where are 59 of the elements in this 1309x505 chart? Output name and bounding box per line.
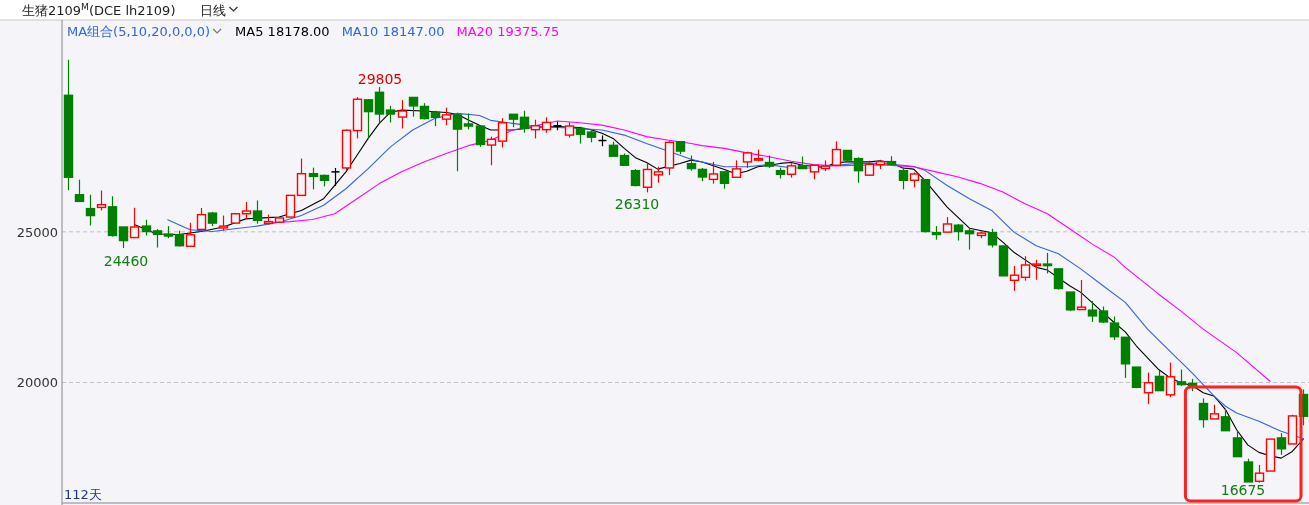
candlestick xyxy=(898,166,909,190)
candlestick xyxy=(475,124,486,148)
candlestick xyxy=(374,86,385,124)
candlestick xyxy=(1165,361,1176,398)
candlestick xyxy=(1154,370,1165,392)
candlestick xyxy=(853,156,864,184)
candlestick xyxy=(1031,259,1042,281)
candlestick xyxy=(708,161,719,185)
text: MA20 19375.75 xyxy=(456,24,560,39)
chart-title: 生猪2109$^{M}$(DCE lh2109) xyxy=(22,2,176,18)
candlestick xyxy=(452,112,463,172)
candlestick xyxy=(152,228,163,249)
candlestick xyxy=(252,199,263,225)
candlestick xyxy=(363,98,374,140)
y-tick-label: 25000 xyxy=(16,224,58,240)
candlestick xyxy=(1009,265,1020,292)
candlestick xyxy=(1243,458,1254,483)
candlestick xyxy=(1276,432,1287,456)
annotation: 16675 xyxy=(1220,482,1266,498)
candlestick xyxy=(1076,279,1087,311)
candlestick xyxy=(397,99,408,130)
candlestick xyxy=(185,222,196,247)
candlestick xyxy=(486,136,497,166)
candlestick xyxy=(519,110,530,134)
candlestick xyxy=(1053,268,1064,291)
candlestick xyxy=(408,96,419,118)
candlestick xyxy=(642,162,653,193)
y-tick-label: 20000 xyxy=(16,375,58,391)
annotation: 24460 xyxy=(103,253,149,269)
candlestick xyxy=(296,158,307,197)
candlestick xyxy=(196,207,207,232)
annotation: 26310 xyxy=(614,196,660,212)
candlestick xyxy=(831,140,842,166)
candlestick xyxy=(964,227,975,251)
annotation: 29805 xyxy=(357,71,403,87)
annotation: 112天 xyxy=(64,487,102,502)
candlestick xyxy=(74,179,85,203)
legend-title: MA组合(5,10,20,0,0,0) xyxy=(67,24,211,39)
candlestick xyxy=(330,167,341,187)
candlestick xyxy=(1198,397,1209,429)
candlestick xyxy=(1109,315,1120,341)
text: MA5 18178.00 xyxy=(235,24,330,39)
candlestick xyxy=(497,117,508,149)
candlestick xyxy=(1087,300,1098,323)
candlestick xyxy=(96,189,107,212)
candlestick xyxy=(308,167,319,190)
candlestick xyxy=(129,207,140,239)
candlestick xyxy=(118,226,129,249)
text: MA10 18147.00 xyxy=(341,24,445,39)
candlestick xyxy=(1220,408,1231,432)
candlestick xyxy=(530,119,541,140)
candlestick xyxy=(1232,430,1243,458)
candlestick xyxy=(85,194,96,227)
chart-subtitle: 日线 xyxy=(200,3,227,18)
candlestick xyxy=(987,228,998,249)
candlestick xyxy=(1020,255,1031,282)
candlestick xyxy=(1143,371,1154,405)
candlestick xyxy=(285,194,296,218)
candlestick xyxy=(1042,252,1053,274)
